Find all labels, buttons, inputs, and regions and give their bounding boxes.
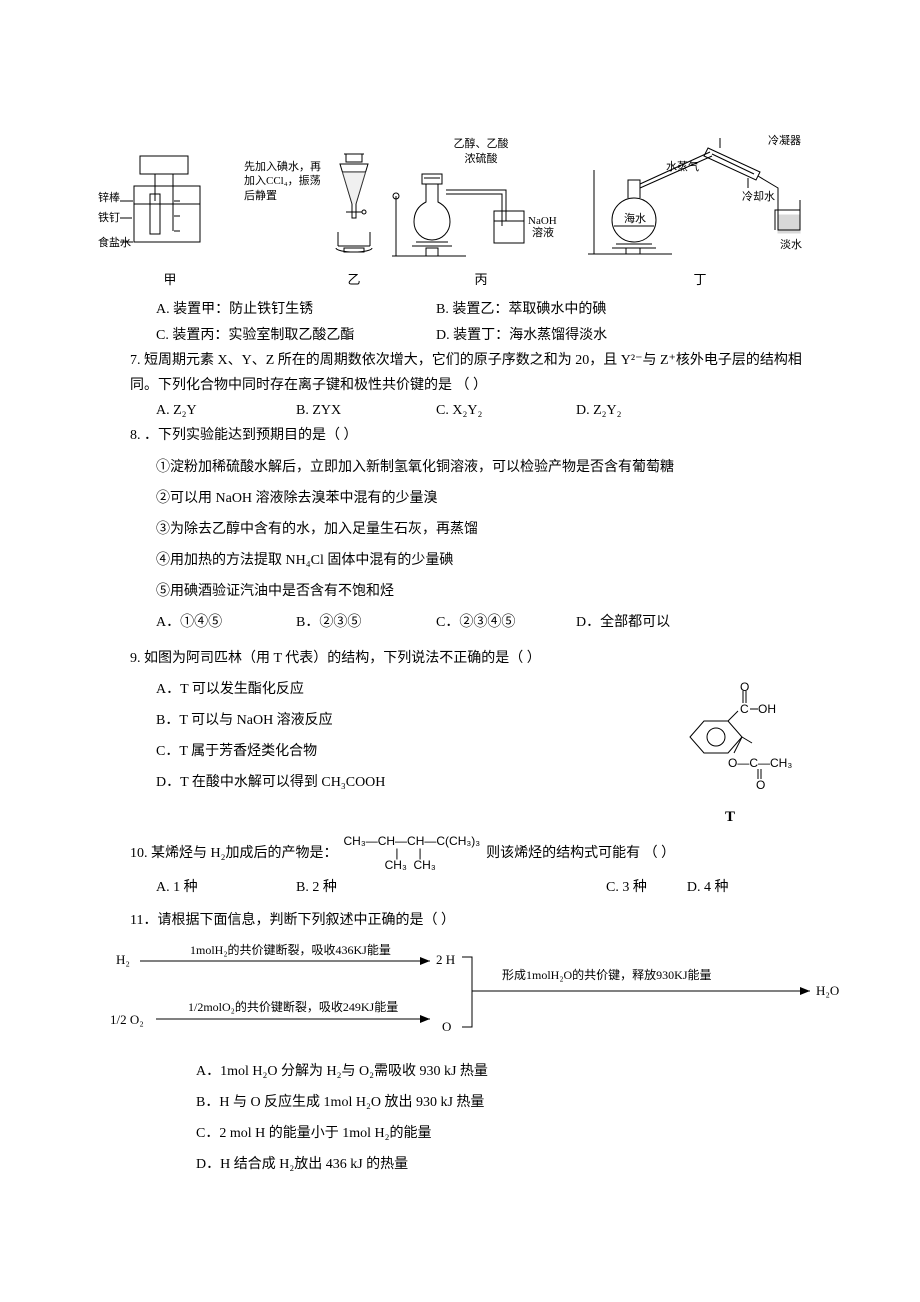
q11-diagram: H₂ 1/2 O₂ 1molH₂的共价键断裂，吸收436KJ能量 1/2molO… xyxy=(100,939,820,1048)
q11-B: B．H 与 O 反应生成 1mol H₂O 放出 930 kJ 热量 xyxy=(100,1090,820,1115)
q6-opt-B: B. 装置乙：萃取碘水中的碘 xyxy=(436,297,716,322)
caption-c: 丙 xyxy=(474,268,487,291)
svg-text:H₂: H₂ xyxy=(116,952,130,967)
q10-line: 10. 某烯烃与 H₂加成后的产物是： CH₃—CH—CH—C(CH₃)₃ | … xyxy=(100,835,820,871)
svg-text:C: C xyxy=(740,702,749,716)
q9-D: D．T 在酸中水解可以得到 CH₃COOH xyxy=(100,770,640,795)
q8-opt-D: D．全部都可以 xyxy=(576,610,716,635)
svg-text:O—C—CH₃: O—C—CH₃ xyxy=(728,756,792,770)
svg-text:1molH₂的共价键断裂，吸收436KJ能量: 1molH₂的共价键断裂，吸收436KJ能量 xyxy=(190,942,391,957)
q7-opt-D: D. Z₂Y₂ xyxy=(576,398,716,423)
q6-opt-A: A. 装置甲：防止铁钉生锈 xyxy=(156,297,436,322)
q8-opt-B: B．②③⑤ xyxy=(296,610,436,635)
q9-B: B．T 可以与 NaOH 溶液反应 xyxy=(100,708,640,733)
q10-opt-C: C. 3 种 xyxy=(606,875,657,900)
q6-opt-C: C. 装置丙：实验室制取乙酸乙酯 xyxy=(156,323,436,348)
q9-A: A．T 可以发生酯化反应 xyxy=(100,677,640,702)
q9-fig-label: T xyxy=(640,804,820,831)
apparatus-b-svg xyxy=(326,146,382,266)
q8-s3: ③为除去乙醇中含有的水，加入足量生石灰，再蒸馏 xyxy=(100,517,820,542)
q10-opt-B: B. 2 种 xyxy=(296,875,436,900)
q10-structure: CH₃—CH—CH—C(CH₃)₃ | | CH₃ CH₃ xyxy=(344,835,481,871)
svg-text:冷凝器: 冷凝器 xyxy=(768,133,801,147)
caption-a: 甲 xyxy=(163,268,176,291)
note-line3: 后静置 xyxy=(244,189,322,203)
q6-opt-D: D. 装置丁：海水蒸馏得淡水 xyxy=(436,323,716,348)
svg-text:1/2molO₂的共价键断裂，吸收249KJ能量: 1/2molO₂的共价键断裂，吸收249KJ能量 xyxy=(188,999,398,1014)
q8-options: A．①④⑤ B．②③⑤ C．②③④⑤ D．全部都可以 xyxy=(100,610,820,635)
label-zn: 锌棒 xyxy=(98,191,120,205)
svg-text:海水: 海水 xyxy=(624,211,646,225)
label-fe: 铁钉 xyxy=(98,211,120,225)
q9-figure: C O OH O—C—CH₃ O T xyxy=(640,671,820,831)
q9-opts: A．T 可以发生酯化反应 B．T 可以与 NaOH 溶液反应 C．T 属于芳香烃… xyxy=(100,671,640,802)
q9-block: A．T 可以发生酯化反应 B．T 可以与 NaOH 溶液反应 C．T 属于芳香烃… xyxy=(100,671,820,831)
q10-options: A. 1 种 B. 2 种 C. 3 种 D. 4 种 xyxy=(100,875,820,900)
svg-text:2 H: 2 H xyxy=(436,952,455,967)
q8-s1: ①淀粉加稀硫酸水解后，立即加入新制氢氧化铜溶液，可以检验产物是否含有葡萄糖 xyxy=(100,455,820,480)
svg-text:水蒸气: 水蒸气 xyxy=(666,159,699,173)
svg-text:冷却水: 冷却水 xyxy=(742,190,775,203)
q11-svg: H₂ 1/2 O₂ 1molH₂的共价键断裂，吸收436KJ能量 1/2molO… xyxy=(110,939,870,1039)
q8-opt-C: C．②③④⑤ xyxy=(436,610,576,635)
q6-diagrams: 锌棒 铁钉 食盐水 甲 先加入碘水，再 加入CCl₄，振荡 后静置 乙 xyxy=(100,130,820,291)
q7-opt-B: B. ZYX xyxy=(296,398,436,423)
svg-text:NaOH: NaOH xyxy=(528,215,557,227)
q8-opt-A: A．①④⑤ xyxy=(156,610,296,635)
q8-s2: ②可以用 NaOH 溶液除去溴苯中混有的少量溴 xyxy=(100,486,820,511)
q6-options-2: C. 装置丙：实验室制取乙酸乙酯 D. 装置丁：海水蒸馏得淡水 xyxy=(100,323,820,348)
svg-text:O: O xyxy=(740,681,749,694)
apparatus-b: 乙 xyxy=(326,146,382,291)
apparatus-c-svg: NaOH 溶液 xyxy=(386,166,576,266)
q11-stem: 11．请根据下面信息，判断下列叙述中正确的是（ ） xyxy=(100,908,820,933)
svg-text:O: O xyxy=(756,778,765,791)
q8-s5: ⑤用碘酒验证汽油中是否含有不饱和烃 xyxy=(100,579,820,604)
q8-s4: ④用加热的方法提取 NH₄Cl 固体中混有的少量碘 xyxy=(100,548,820,573)
apparatus-c: 乙醇、乙酸 浓硫酸 NaOH 溶液 丙 xyxy=(386,137,576,291)
q10-stem-pre: 10. 某烯烃与 H₂加成后的产物是： xyxy=(100,835,338,866)
q11-C: C．2 mol H 的能量小于 1mol H₂的能量 xyxy=(100,1121,820,1146)
svg-text:OH: OH xyxy=(758,702,776,716)
q7-options: A. Z₂Y B. ZYX C. X₂Y₂ D. Z₂Y₂ xyxy=(100,398,820,423)
q7-opt-C: C. X₂Y₂ xyxy=(436,398,576,423)
apparatus-d: 冷凝器 水蒸气 海水 冷却水 淡水 丁 xyxy=(580,130,820,291)
apparatus-d-svg: 冷凝器 水蒸气 海水 冷却水 淡水 xyxy=(580,130,820,266)
q10-opt-D: D. 4 种 xyxy=(687,875,739,900)
svg-text:H₂O: H₂O xyxy=(816,983,839,998)
aspirin-svg: C O OH O—C—CH₃ O xyxy=(660,681,800,791)
caption-b: 乙 xyxy=(347,268,360,291)
label-salt: 食盐水 xyxy=(98,236,131,250)
q11-D: D．H 结合成 H₂放出 436 kJ 的热量 xyxy=(100,1152,820,1177)
q6-options: A. 装置甲：防止铁钉生锈 B. 装置乙：萃取碘水中的碘 xyxy=(100,297,820,322)
svg-text:淡水: 淡水 xyxy=(780,238,802,251)
c-top2: 浓硫酸 xyxy=(465,153,498,165)
q9-stem: 9. 如图为阿司匹林（用 T 代表）的结构，下列说法不正确的是（ ） xyxy=(100,646,820,671)
q10-opt-A: A. 1 种 xyxy=(156,875,296,900)
svg-text:O: O xyxy=(442,1019,451,1034)
q10-stem-post: 则该烯烃的结构式可能有 （ ） xyxy=(486,835,675,866)
q8-stem: 8. ．下列实验能达到预期目的是（ ） xyxy=(100,423,820,448)
svg-text:1/2 O₂: 1/2 O₂ xyxy=(110,1012,144,1027)
q11-A: A．1mol H₂O 分解为 H₂与 O₂需吸收 930 kJ 热量 xyxy=(100,1059,820,1084)
c-top1: 乙醇、乙酸 xyxy=(454,138,509,150)
q10-struct-sub: CH₃ CH₃ xyxy=(344,859,481,871)
caption-d: 丁 xyxy=(693,268,706,291)
note-line1: 先加入碘水，再 xyxy=(244,160,322,174)
apparatus-a: 锌棒 铁钉 食盐水 甲 xyxy=(100,146,240,291)
q9-C: C．T 属于芳香烃类化合物 xyxy=(100,739,640,764)
svg-text:溶液: 溶液 xyxy=(532,225,554,239)
q7-opt-A: A. Z₂Y xyxy=(156,398,296,423)
q7-stem: 7. 短周期元素 X、Y、Z 所在的周期数依次增大，它们的原子序数之和为 20，… xyxy=(100,348,820,398)
note-line2: 加入CCl₄，振荡 xyxy=(244,174,322,188)
svg-text:形成1molH₂O的共价键，释放930KJ能量: 形成1molH₂O的共价键，释放930KJ能量 xyxy=(502,967,712,982)
